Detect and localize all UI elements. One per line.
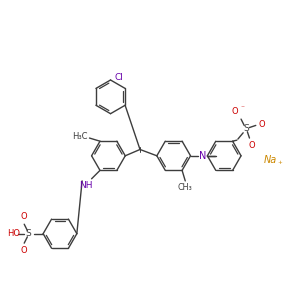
- Text: NH: NH: [80, 181, 93, 190]
- Text: S: S: [26, 229, 31, 238]
- Text: N: N: [200, 151, 207, 161]
- Text: O: O: [231, 107, 238, 116]
- Text: O: O: [248, 141, 255, 150]
- Text: ⁺: ⁺: [278, 160, 282, 169]
- Text: H₃C: H₃C: [72, 133, 88, 142]
- Text: ⁻: ⁻: [240, 103, 244, 112]
- Text: CH₃: CH₃: [178, 183, 193, 192]
- Text: HO: HO: [7, 229, 20, 238]
- Text: O: O: [21, 246, 28, 255]
- Text: Cl: Cl: [115, 74, 123, 82]
- Text: O: O: [21, 212, 28, 221]
- Text: O: O: [259, 120, 266, 129]
- Text: S: S: [243, 124, 249, 133]
- Text: Na: Na: [264, 155, 277, 165]
